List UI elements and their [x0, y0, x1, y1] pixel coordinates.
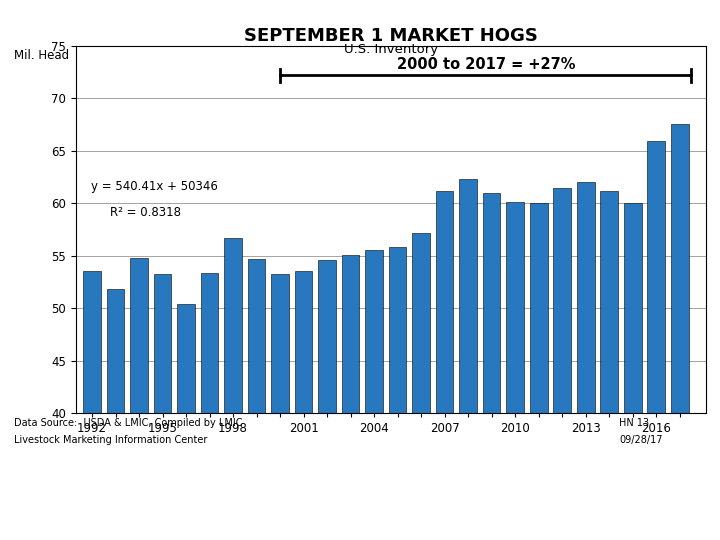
Bar	[577, 183, 595, 540]
Bar	[600, 191, 618, 540]
Bar	[365, 251, 383, 540]
Bar	[107, 289, 125, 540]
Bar	[624, 203, 642, 540]
Bar	[84, 272, 101, 540]
Bar	[554, 187, 571, 540]
Bar	[154, 274, 171, 540]
Bar	[506, 202, 524, 540]
Text: HN 13: HN 13	[619, 418, 649, 429]
Text: 2000 to 2017 = +27%: 2000 to 2017 = +27%	[397, 57, 575, 72]
Bar	[130, 258, 148, 540]
Bar	[436, 191, 454, 540]
Bar	[459, 179, 477, 540]
Text: U.S. Inventory: U.S. Inventory	[343, 43, 438, 56]
Bar	[483, 193, 500, 540]
Text: Ag Decision Maker: Ag Decision Maker	[514, 495, 706, 512]
Text: SEPTEMBER 1 MARKET HOGS: SEPTEMBER 1 MARKET HOGS	[243, 27, 538, 45]
Bar	[318, 260, 336, 540]
Bar	[271, 274, 289, 540]
Text: Extension and Outreach/Department of Economics: Extension and Outreach/Department of Eco…	[14, 511, 317, 524]
Bar	[294, 272, 312, 540]
Bar	[671, 124, 688, 540]
Bar	[225, 238, 242, 540]
Text: 09/28/17: 09/28/17	[619, 435, 662, 445]
Bar	[177, 304, 195, 540]
Text: Mil. Head: Mil. Head	[14, 49, 70, 62]
Bar	[248, 259, 266, 540]
Bar	[530, 203, 547, 540]
Text: Livestock Marketing Information Center: Livestock Marketing Information Center	[14, 435, 208, 445]
Bar	[342, 255, 359, 540]
Text: Data Source:  USDA & LMIC, Compiled by LMIC: Data Source: USDA & LMIC, Compiled by LM…	[14, 418, 243, 429]
Text: y = 540.41x + 50346: y = 540.41x + 50346	[91, 180, 218, 193]
Bar	[647, 141, 665, 540]
Text: IOWA STATE UNIVERSITY: IOWA STATE UNIVERSITY	[14, 482, 281, 500]
Bar	[413, 233, 430, 540]
Bar	[201, 273, 218, 540]
Bar	[389, 247, 407, 540]
Text: R² = 0.8318: R² = 0.8318	[110, 206, 181, 219]
